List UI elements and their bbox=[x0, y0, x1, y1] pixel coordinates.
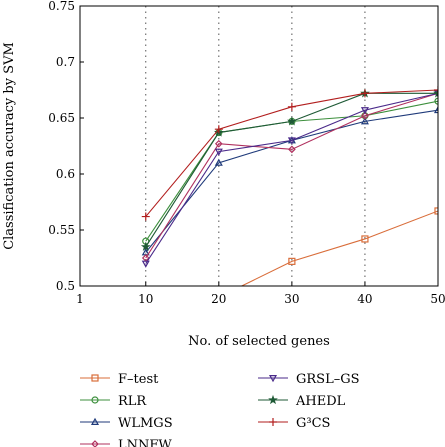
legend-item-4: GRSL–GS bbox=[258, 372, 360, 387]
data-point-3-3 bbox=[361, 111, 369, 120]
legend-label-2: WLMGS bbox=[118, 416, 173, 431]
series-5 bbox=[140, 88, 438, 251]
series-line-4 bbox=[145, 92, 438, 264]
data-point-0-2 bbox=[288, 257, 296, 265]
x-tick-label-1: 1 bbox=[76, 292, 84, 306]
x-tick-label-30: 30 bbox=[284, 292, 299, 306]
data-point-2-4 bbox=[433, 105, 438, 114]
legend-marker-2 bbox=[90, 417, 100, 425]
legend-item-5: AHEDL bbox=[258, 394, 346, 409]
legend-item-3: LNNFW bbox=[80, 438, 172, 447]
legend-label-0: F–test bbox=[118, 372, 159, 387]
legend-item-6: G³CS bbox=[258, 416, 330, 431]
data-point-6-3 bbox=[360, 89, 369, 98]
data-point-2-1 bbox=[214, 158, 223, 166]
legend: F–test RLR WLMGS LNNFW GRSL–GS AHEDL G³CS bbox=[80, 372, 360, 447]
x-tick-label-10: 10 bbox=[138, 292, 153, 306]
data-point-6-2 bbox=[287, 102, 296, 111]
data-point-5-0 bbox=[140, 241, 151, 251]
y-axis-label: Classification accuracy by SVM bbox=[2, 42, 17, 250]
series-line-3 bbox=[145, 92, 438, 259]
series-line-2 bbox=[145, 109, 438, 253]
legend-label-6: G³CS bbox=[296, 416, 330, 431]
data-point-4-2 bbox=[287, 137, 296, 145]
plot-border bbox=[79, 5, 439, 287]
data-point-6-1 bbox=[214, 125, 223, 134]
legend-item-0: F–test bbox=[80, 372, 159, 387]
y-tick-label-5: 0.75 bbox=[48, 0, 75, 13]
legend-label-5: AHEDL bbox=[295, 394, 346, 409]
axis-ticks: 1 10 20 30 40 50 0.5 0.55 0.6 0.65 0.7 0.75 bbox=[48, 0, 445, 306]
legend-marker-0 bbox=[91, 374, 99, 382]
legend-marker-3 bbox=[91, 440, 99, 447]
data-point-3-1 bbox=[214, 139, 223, 148]
legend-label-4: GRSL–GS bbox=[296, 372, 360, 387]
data-point-3-2 bbox=[288, 145, 296, 154]
legend-marker-1 bbox=[91, 396, 99, 404]
legend-label-3: LNNFW bbox=[118, 438, 172, 447]
y-tick-label-4: 0.7 bbox=[56, 55, 75, 69]
legend-marker-6 bbox=[269, 418, 277, 426]
x-tick-label-50: 50 bbox=[430, 292, 445, 306]
data-point-5-4 bbox=[433, 88, 438, 98]
x-tick-label-20: 20 bbox=[211, 292, 226, 306]
data-point-6-0 bbox=[141, 212, 150, 221]
y-tick-label-0: 0.5 bbox=[56, 279, 75, 293]
x-axis-label: No. of selected genes bbox=[188, 334, 330, 349]
legend-marker-5 bbox=[268, 394, 278, 405]
legend-item-2: WLMGS bbox=[80, 416, 173, 431]
data-point-5-2 bbox=[287, 116, 297, 126]
data-point-6-4 bbox=[434, 86, 438, 94]
series-3 bbox=[141, 89, 438, 262]
data-point-0-3 bbox=[361, 235, 369, 243]
data-point-4-3 bbox=[360, 107, 369, 115]
y-tick-label-2: 0.6 bbox=[56, 167, 75, 181]
series-6 bbox=[141, 86, 438, 221]
plot-frame bbox=[79, 5, 439, 287]
y-tick-label-3: 0.65 bbox=[48, 111, 75, 125]
data-point-2-3 bbox=[360, 117, 369, 125]
data-point-4-0 bbox=[141, 260, 150, 268]
series-0 bbox=[240, 207, 438, 286]
legend-item-1: RLR bbox=[80, 394, 147, 409]
x-tick-label-40: 40 bbox=[357, 292, 372, 306]
legend-label-1: RLR bbox=[118, 394, 147, 409]
data-point-1-4 bbox=[434, 97, 438, 105]
data-point-0-4 bbox=[434, 207, 438, 215]
series-line-0 bbox=[240, 210, 438, 286]
series-lines bbox=[140, 86, 438, 286]
legend-marker-4 bbox=[268, 375, 278, 383]
data-point-4-1 bbox=[214, 148, 223, 156]
y-tick-label-1: 0.55 bbox=[48, 223, 75, 237]
